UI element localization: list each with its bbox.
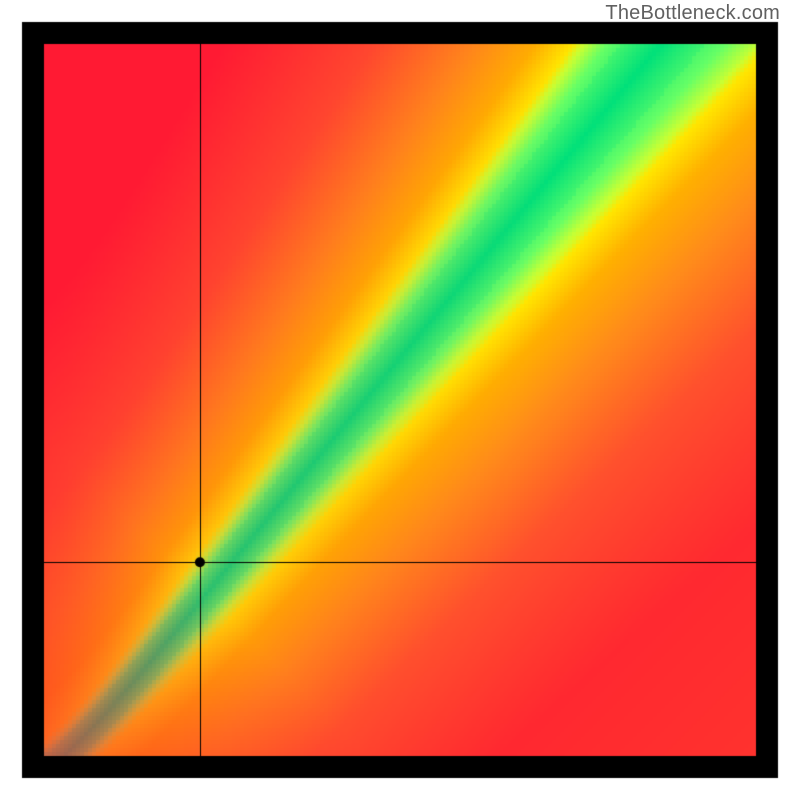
source-watermark: TheBottleneck.com	[605, 2, 780, 25]
bottleneck-heatmap	[0, 0, 800, 800]
